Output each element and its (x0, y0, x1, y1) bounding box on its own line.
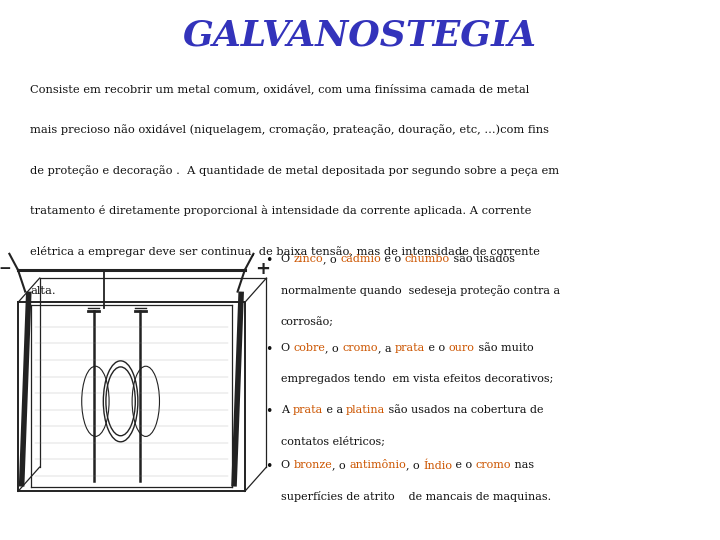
Text: zinco: zinco (294, 254, 323, 264)
Text: O: O (281, 254, 294, 264)
Text: superfícies de atrito    de mancais de maquinas.: superfícies de atrito de mancais de maqu… (281, 491, 551, 502)
Text: e a: e a (323, 405, 346, 415)
Text: cromo: cromo (343, 343, 378, 353)
Text: antimônio: antimônio (349, 460, 406, 470)
Text: prata: prata (292, 405, 323, 415)
Text: empregados tendo  em vista efeitos decorativos;: empregados tendo em vista efeitos decora… (281, 374, 553, 384)
Text: , o: , o (332, 460, 349, 470)
Text: de proteção e decoração .  A quantidade de metal depositada por segundo sobre a : de proteção e decoração . A quantidade d… (30, 165, 559, 176)
Text: •: • (265, 254, 272, 267)
Text: nas: nas (511, 460, 534, 470)
Text: são usados: são usados (450, 254, 515, 264)
Text: O: O (281, 460, 294, 470)
Text: ouro: ouro (449, 343, 474, 353)
Text: e o: e o (381, 254, 405, 264)
Text: elétrica a empregar deve ser continua, de baixa tensão, mas de intensidade de co: elétrica a empregar deve ser continua, d… (30, 246, 540, 256)
Text: tratamento é diretamente proporcional à intensidade da corrente aplicada. A corr: tratamento é diretamente proporcional à … (30, 205, 531, 216)
Text: , o: , o (406, 460, 423, 470)
Text: +: + (256, 260, 271, 278)
Text: , o: , o (323, 254, 340, 264)
Text: A: A (281, 405, 292, 415)
Text: prata: prata (395, 343, 426, 353)
Text: Consiste em recobrir um metal comum, oxidável, com uma finíssima camada de metal: Consiste em recobrir um metal comum, oxi… (30, 84, 529, 94)
Text: contatos elétricos;: contatos elétricos; (281, 436, 384, 447)
Text: •: • (265, 460, 272, 473)
Text: e o: e o (452, 460, 476, 470)
Text: chumbo: chumbo (405, 254, 450, 264)
Text: GALVANOSTEGIA: GALVANOSTEGIA (183, 19, 537, 53)
Text: são usados na cobertura de: são usados na cobertura de (385, 405, 544, 415)
Text: −: − (0, 261, 11, 276)
Text: •: • (265, 405, 272, 418)
Text: platina: platina (346, 405, 385, 415)
Text: corrosão;: corrosão; (281, 316, 334, 327)
Text: cobre: cobre (294, 343, 325, 353)
Text: cádmio: cádmio (340, 254, 381, 264)
Text: bronze: bronze (294, 460, 332, 470)
Text: , o: , o (325, 343, 343, 353)
Text: são muito: são muito (474, 343, 534, 353)
Text: alta.: alta. (30, 286, 56, 296)
Text: cromo: cromo (476, 460, 511, 470)
Text: e o: e o (426, 343, 449, 353)
Text: Índio: Índio (423, 460, 452, 470)
Text: •: • (265, 343, 272, 356)
Text: , a: , a (378, 343, 395, 353)
Text: O: O (281, 343, 294, 353)
Text: mais precioso não oxidável (niquelagem, cromação, prateação, douração, etc, ...): mais precioso não oxidável (niquelagem, … (30, 124, 549, 135)
Text: normalmente quando  sedeseja proteção contra a: normalmente quando sedeseja proteção con… (281, 285, 560, 296)
